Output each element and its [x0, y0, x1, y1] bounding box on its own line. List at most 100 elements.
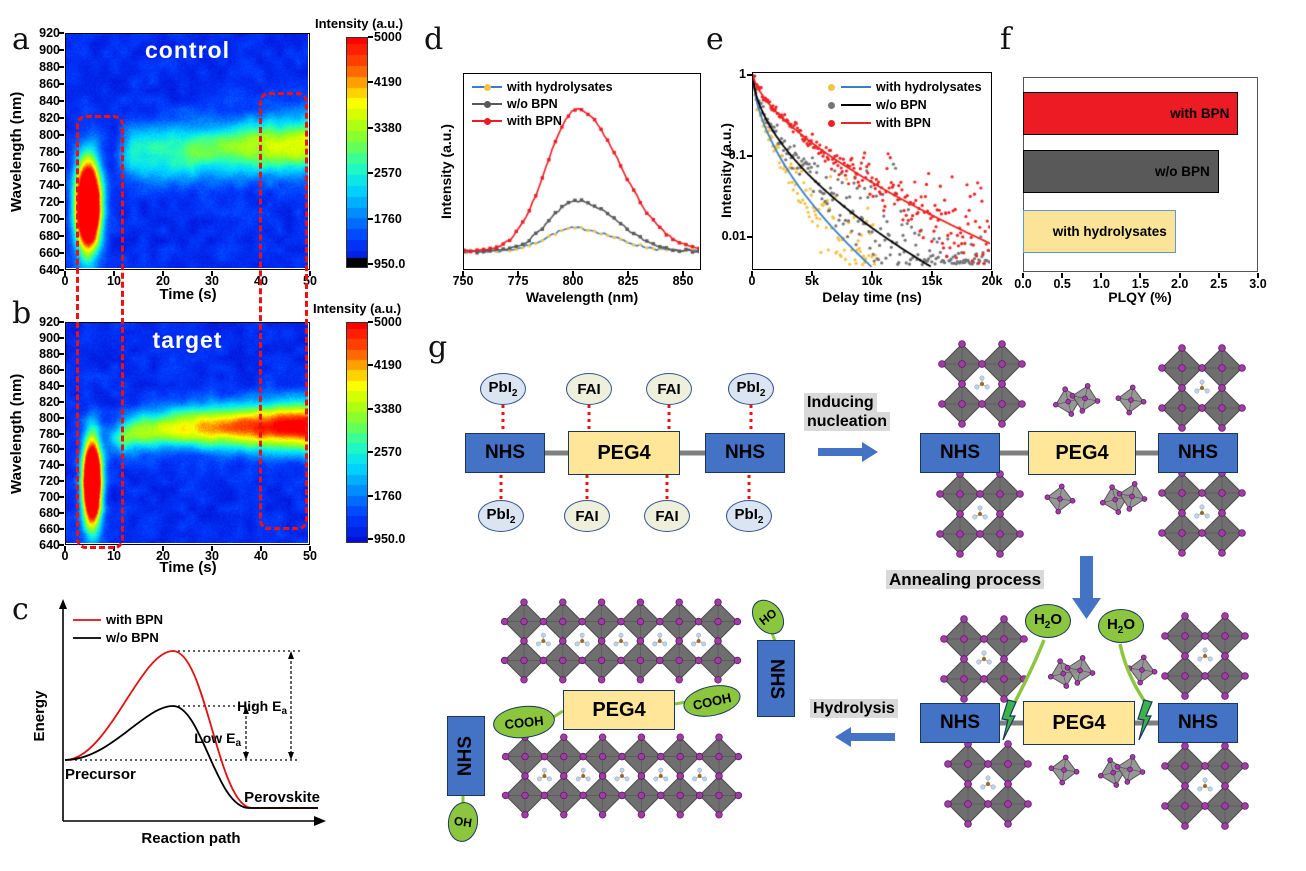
colorbar-tick-mark [368, 364, 373, 367]
x-tick-label: 0 [61, 549, 69, 563]
fa-molecule [976, 650, 992, 665]
x-tick-label: 775 [507, 274, 529, 288]
plqy-bar: with BPN [1023, 92, 1239, 135]
y-tick-label: 720 [39, 195, 60, 210]
y-tick-label: 920 [39, 315, 60, 329]
colorbar-tick-mark [368, 81, 373, 84]
bar-label: w/o BPN [1155, 164, 1210, 179]
x-tick-label: 10 [107, 274, 121, 288]
y-tick-mark [59, 400, 64, 403]
x-tick-label: 40 [254, 549, 268, 563]
y-tick-label: 840 [39, 93, 60, 108]
x-tick-mark [627, 271, 629, 276]
colorbar-tick-label: 2570 [374, 445, 402, 460]
perovskite-cluster-pair [1099, 481, 1148, 515]
plqy-bar: with hydrolysates [1023, 210, 1176, 253]
nhs-box: NHS [1158, 703, 1238, 743]
plqy-bar: w/o BPN [1023, 150, 1219, 193]
perovskite-octahedron [1069, 383, 1101, 414]
reaction-path-xlabel: Reaction path [141, 830, 240, 847]
arrow-left-icon [835, 727, 895, 747]
y-tick-label: 760 [39, 161, 60, 176]
decay-legend-item: with hydrolysates [828, 80, 982, 94]
y-tick-label: 0.1 [728, 148, 746, 162]
nhs-box: NHS [920, 433, 1000, 473]
x-tick-mark [1061, 273, 1064, 278]
fa-molecule [575, 767, 591, 782]
perovskite-octahedron [656, 637, 703, 684]
perovskite-octahedron [500, 598, 548, 645]
decay-legend-item: w/o BPN [828, 98, 927, 112]
fa-molecule [980, 775, 996, 790]
x-tick-mark [64, 546, 66, 551]
perovskite-octahedron [944, 780, 992, 828]
perovskite-cluster-single [1048, 754, 1080, 786]
x-tick-label: 15k [921, 274, 943, 288]
heatmap-b-canvas [66, 323, 308, 543]
bar-label: with hydrolysates [1052, 224, 1167, 239]
colorbar-tick-label: 2570 [374, 166, 402, 181]
pbi2-pill: PbI2 [726, 500, 772, 532]
perovskite-cluster-2x2 [936, 470, 1024, 558]
x-tick-mark [462, 271, 464, 276]
perovskite-octahedron [539, 637, 586, 684]
y-axis-arrow [59, 599, 67, 609]
perovskite-cluster-2x2 [938, 340, 1026, 428]
colorbar-tick-label: 5000 [374, 30, 402, 44]
heatmap-a-xlabel: Time (s) [159, 286, 217, 303]
nhs-box: NHS [1158, 433, 1238, 473]
perovskite-cluster-2x2 [1158, 344, 1246, 432]
perovskite-octahedron [695, 772, 743, 819]
x-tick-label: 850 [672, 274, 694, 288]
heatmap-a-canvas [66, 34, 308, 268]
perovskite-octahedron [694, 637, 742, 684]
heatmap-b-ylabel: Wavelength (nm) [8, 373, 25, 494]
peg4-box: PEG4 [568, 431, 680, 475]
peg4-box: PEG4 [1023, 701, 1135, 745]
x-tick-label: 20 [156, 549, 170, 563]
y-tick-mark [747, 236, 752, 238]
perovskite-octahedron [1115, 384, 1147, 416]
spectra-canvas [464, 74, 699, 268]
colorbar-tick-label: 3380 [374, 401, 402, 416]
perovskite-octahedron [1114, 754, 1146, 785]
step-inducing-nucleation: Inducing nucleation [804, 393, 891, 431]
heatmap-b-plot [65, 322, 310, 545]
perovskite-cluster-single [1044, 483, 1076, 515]
x-tick-mark [811, 271, 813, 276]
colorbar-tick-mark [368, 538, 373, 540]
low-ea-label: Low Ea [194, 730, 241, 749]
perovskite-octahedron [540, 772, 587, 819]
curve-wo-bpn [64, 705, 318, 809]
high-ea-label: High Ea [237, 698, 287, 717]
pbi2-pill: PbI2 [480, 373, 526, 405]
schematic-graphics [461, 340, 1249, 830]
y-tick-label: 1 [739, 67, 746, 81]
y-tick-mark [59, 496, 64, 499]
x-tick-mark [572, 271, 574, 276]
x-tick-mark [1100, 273, 1103, 278]
perovskite-octahedron [1048, 754, 1080, 786]
y-tick-mark [747, 155, 752, 157]
fai-pill: FAI [566, 373, 612, 405]
colorbar-tick-mark [368, 36, 373, 38]
colorbar-tick-label: 4190 [374, 75, 402, 90]
fa-molecule [692, 767, 708, 782]
y-tick-mark [59, 167, 64, 170]
y-tick-label: 0.01 [721, 229, 746, 243]
y-tick-mark [59, 352, 64, 355]
x-tick-label: 10 [107, 549, 121, 563]
legend-label: with BPN [876, 116, 931, 130]
y-tick-mark [59, 336, 64, 339]
spectra-xlabel: Wavelength (nm) [525, 289, 639, 305]
pbi2-pill: PbI2 [728, 373, 774, 405]
y-tick-mark [59, 368, 64, 371]
fa-molecule [1197, 777, 1213, 792]
x-tick-mark [260, 546, 262, 551]
colorbar-tick-mark [368, 321, 373, 323]
perovskite-label: Perovskite [244, 789, 320, 806]
heatmap-b-xlabel: Time (s) [159, 559, 217, 576]
x-tick-label: 50 [303, 549, 317, 563]
x-tick-label: 1.5 [1131, 277, 1150, 291]
roi-box-late-time [259, 92, 308, 530]
